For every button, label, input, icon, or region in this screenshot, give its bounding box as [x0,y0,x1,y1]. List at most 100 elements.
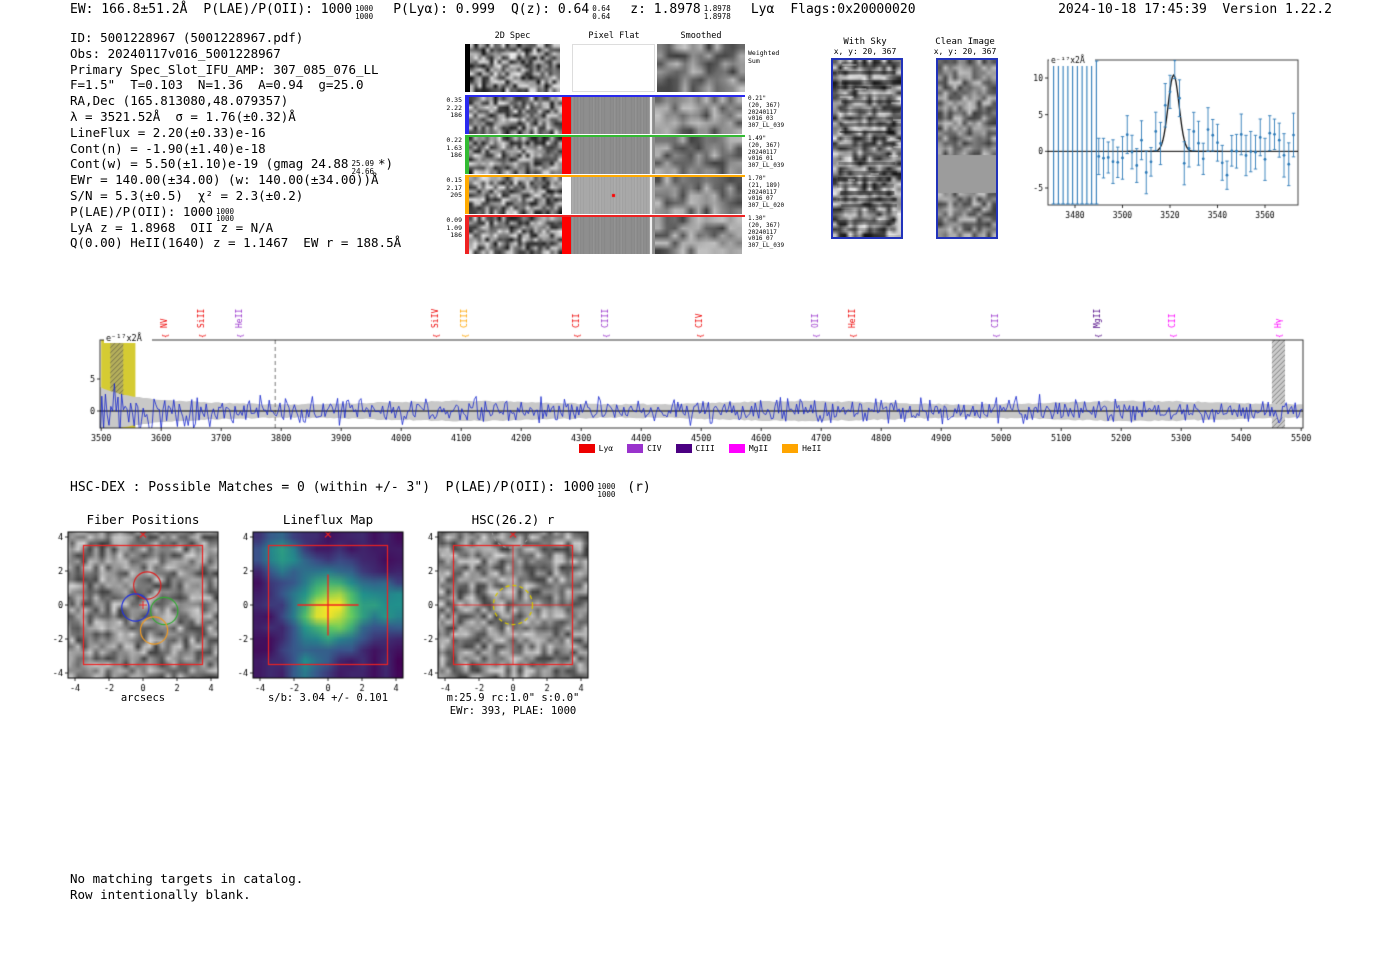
2dspec-cutout-canvas [469,177,562,214]
info-line: LyA z = 1.8968 OII z = N/A [70,220,401,236]
info-line: P(LAE)/P(OII): 1000 1000 1000 [70,203,401,223]
red-strip [562,217,571,254]
2dspec-cutout-canvas [469,97,562,134]
info-line: S/N = 5.3(±0.5) χ² = 2.3(±0.2) [70,188,401,204]
legend-label: CIII [695,444,715,453]
hsc-xlabel2: EWr: 393, PLAE: 1000 [449,705,577,717]
legend-item: HeII [782,444,821,453]
cutout-row [465,95,745,134]
header-ew: EW: 166.8±51.2Å [70,2,188,17]
header-plae: P(LAE)/P(OII): 1000 1000 1000 [203,2,374,21]
header-qz: Q(z): 0.64 0.64 0.64 [510,2,611,21]
info-line: LineFlux = 2.20(±0.33)e-16 [70,125,401,141]
info-line: EWr = 140.00(±34.00) (w: 140.00(±34.00))… [70,172,401,188]
footer-line-2: Row intentionally blank. [70,886,251,902]
info-line-text: ID: 5001228967 (5001228967.pdf) [70,30,304,45]
hsc-plae-fraction: 1000 1000 [597,482,616,499]
with-sky-subtitle: x, y: 20, 367 [833,47,897,56]
with-sky-title: With Sky [843,37,887,47]
2dspec-cutout-canvas [469,217,562,254]
cutout-title-pixelflat: Pixel Flat [588,31,640,41]
cutout-row-left-labels: 0.15 2.17 205 [446,176,462,199]
red-strip [562,97,571,134]
cutout-row-left-labels: 0.35 2.22 186 [446,96,462,119]
cutout-row [465,135,745,174]
weighted-sum-row [465,44,745,92]
pixelflat-cutout-canvas [571,137,655,174]
legend-swatch [675,444,692,453]
cutout-title-smoothed: Smoothed [680,31,722,41]
cutout-row-left-labels: 0.09 1.09 186 [446,216,462,239]
lineflux-map-title: Lineflux Map [282,512,374,527]
red-strip [562,177,571,214]
legend-label: MgII [748,444,769,453]
info-line-text: Cont(n) = -1.90(±1.40)e-18 [70,140,266,156]
info-line-text: F=1.5" T=0.103 N=1.36 A=0.94 g=25.0 [70,77,364,93]
header-timestamp: 2024-10-18 17:45:39 Version 1.22.2 [1058,2,1332,17]
legend-label: Lyα [598,444,614,453]
weighted-pixelflat [572,44,655,92]
clean-image-subtitle: x, y: 20, 367 [933,47,997,56]
header-line-type: Lyα [750,2,775,17]
cutout-row [465,215,745,254]
info-line: F=1.5" T=0.103 N=1.36 A=0.94 g=25.0 [70,77,401,93]
legend-item: MgII [728,444,769,453]
info-line: λ = 3521.52Å σ = 1.76(±0.32)Å [70,109,401,125]
cutout-row [465,175,745,214]
info-line-fraction: 25.09 24.66 [351,159,375,176]
info-line-text: LineFlux = 2.20(±0.33)e-16 [70,124,266,140]
z-fraction: 1.8978 1.8978 [703,4,731,21]
legend-swatch [578,444,595,453]
info-line-text: EWr = 140.00(±34.00) (w: 140.00(±34.00))… [70,172,379,188]
weighted-2dspec-canvas [470,44,560,92]
hsc-dex-line: HSC-DEX : Possible Matches = 0 (within +… [70,480,651,499]
weighted-smoothed-canvas [657,44,745,92]
header-line: EW: 166.8±51.2Å P(LAE)/P(OII): 1000 1000 10… [70,2,932,20]
footer-notes: No matching targets in catalog. Row inte… [70,871,303,902]
hsc-title: HSC(26.2) r [471,512,555,527]
info-line: Q(0.00) HeII(1640) z = 1.1467 EW r = 188… [70,235,401,251]
weighted-sum-label: Weighted Sum [748,49,780,65]
fiber-positions-xlabel: arcsecs [120,692,166,704]
pixelflat-cutout-canvas [571,217,655,254]
clean-image-title: Clean Image [935,37,995,47]
cutout-row-right-labels: 1.30" (20, 367) 20240117 v016_07 307_LL_039 [748,215,785,250]
info-line-prefix: Cont(w) = 5.50(±1.10)e-19 (gmag 24.88 [70,156,349,172]
lineflux-map-plot [230,528,410,698]
clean-image [936,58,998,239]
footer-line-1: No matching targets in catalog. [70,871,304,886]
line-fit-plot [1020,48,1310,233]
legend-swatch [627,444,644,453]
info-line-text: Primary Spec_Slot_IFU_AMP: 307_085_076_L… [70,61,379,77]
info-line-text: S/N = 5.3(±0.5) χ² = 2.3(±0.2) [70,187,304,203]
info-line: Obs: 20240117v016_5001228967 [70,46,401,62]
legend-item: CIII [675,444,715,453]
pixelflat-cutout-canvas [571,177,655,214]
smoothed-cutout-canvas [655,217,742,254]
legend-item: CIV [627,444,662,453]
2dspec-cutout-canvas [469,137,562,174]
cutout-row-right-labels: 1.49" (20, 367) 20240117 v016_01 307_LL_039 [748,135,785,170]
smoothed-cutout-canvas [655,137,742,174]
info-line-prefix: P(LAE)/P(OII): 1000 [70,203,213,219]
fiber-positions-title: Fiber Positions [86,512,200,527]
red-strip [562,137,571,174]
cutout-row-right-labels: 1.70" (21, 189) 20240117 v016_07 307_LL_020 [748,175,785,210]
pixelflat-cutout-canvas [571,97,655,134]
plae-fraction: 1000 1000 [355,4,374,21]
smoothed-cutout-canvas [655,177,742,214]
header-flags: Flags:0x20000020 [790,2,916,17]
qz-fraction: 0.64 0.64 [592,4,611,21]
info-line: RA,Dec (165.813080,48.079357) [70,93,401,109]
info-line: Cont(n) = -1.90(±1.40)e-18 [70,141,401,157]
info-line-text: LyA z = 1.8968 OII z = N/A [70,219,274,235]
info-line-text: RA,Dec (165.813080,48.079357) [70,93,289,109]
legend-label: CIV [647,444,662,453]
hsc-cutout-plot [415,528,595,698]
info-line-suffix: *) [378,156,394,172]
hsc-xlabel: m:25.9 rc:1.0" s:0.0" [446,692,580,704]
fiber-positions-plot [45,528,225,698]
info-line: ID: 5001228967 (5001228967.pdf) [70,30,401,46]
smoothed-cutout-canvas [655,97,742,134]
